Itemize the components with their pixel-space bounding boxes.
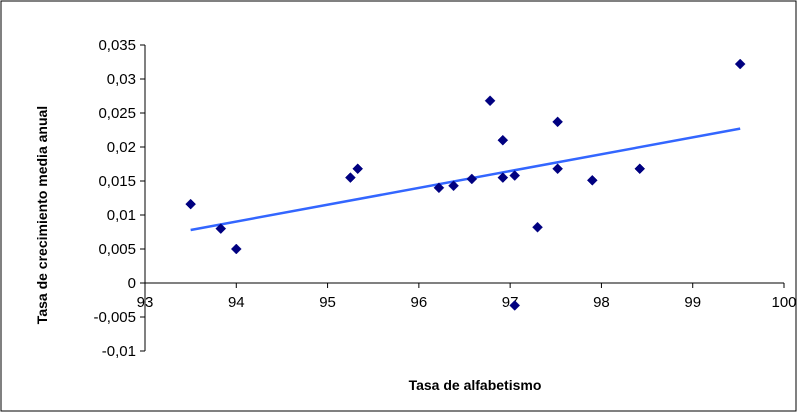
y-tick-label: 0,025 <box>98 105 136 122</box>
data-point <box>352 163 364 175</box>
x-tick-label: 100 <box>771 294 796 311</box>
x-tick-label: 98 <box>593 294 610 311</box>
y-tick-label: -0,01 <box>102 343 136 360</box>
x-tick-label: 96 <box>411 294 428 311</box>
data-point <box>509 300 521 311</box>
data-point <box>484 95 496 107</box>
axes-group: 0,035 0,03 0,025 0,02 0,015 0,01 0,005 0 -0,005 -… <box>93 37 796 360</box>
data-point <box>230 243 242 255</box>
trendline-group <box>190 127 741 232</box>
data-point <box>586 174 598 186</box>
y-tick-label: 0 <box>128 275 136 292</box>
y-tick-label: 0,01 <box>107 207 136 224</box>
trendline <box>190 127 741 232</box>
data-point <box>497 134 509 146</box>
data-point <box>509 170 521 181</box>
data-point <box>497 172 509 183</box>
data-point <box>532 221 543 233</box>
x-tick-label: 94 <box>228 294 245 311</box>
y-tick-label: 0,02 <box>107 139 136 156</box>
data-point <box>448 180 459 192</box>
x-tick-label: 95 <box>319 294 336 311</box>
data-point <box>215 223 227 234</box>
y-tick-label: -0,005 <box>93 309 136 326</box>
y-axis-title: Tasa de crecimiento media anual <box>34 106 50 324</box>
x-tick-label: 99 <box>684 294 701 311</box>
data-point <box>433 182 445 194</box>
y-tick-label: 0,035 <box>98 37 136 54</box>
data-point <box>734 58 746 70</box>
x-axis-title: Tasa de alfabetismo <box>409 377 542 393</box>
data-point <box>345 172 356 183</box>
y-tick-label: 0,03 <box>107 71 136 88</box>
data-point <box>552 163 563 175</box>
data-point <box>185 198 196 210</box>
points-group <box>185 58 746 311</box>
data-point <box>466 173 478 185</box>
x-tick-label: 93 <box>137 294 154 311</box>
y-tick-label: 0,015 <box>98 173 136 190</box>
data-point <box>552 116 563 128</box>
y-tick-label: 0,005 <box>98 241 136 258</box>
data-point <box>634 163 646 175</box>
